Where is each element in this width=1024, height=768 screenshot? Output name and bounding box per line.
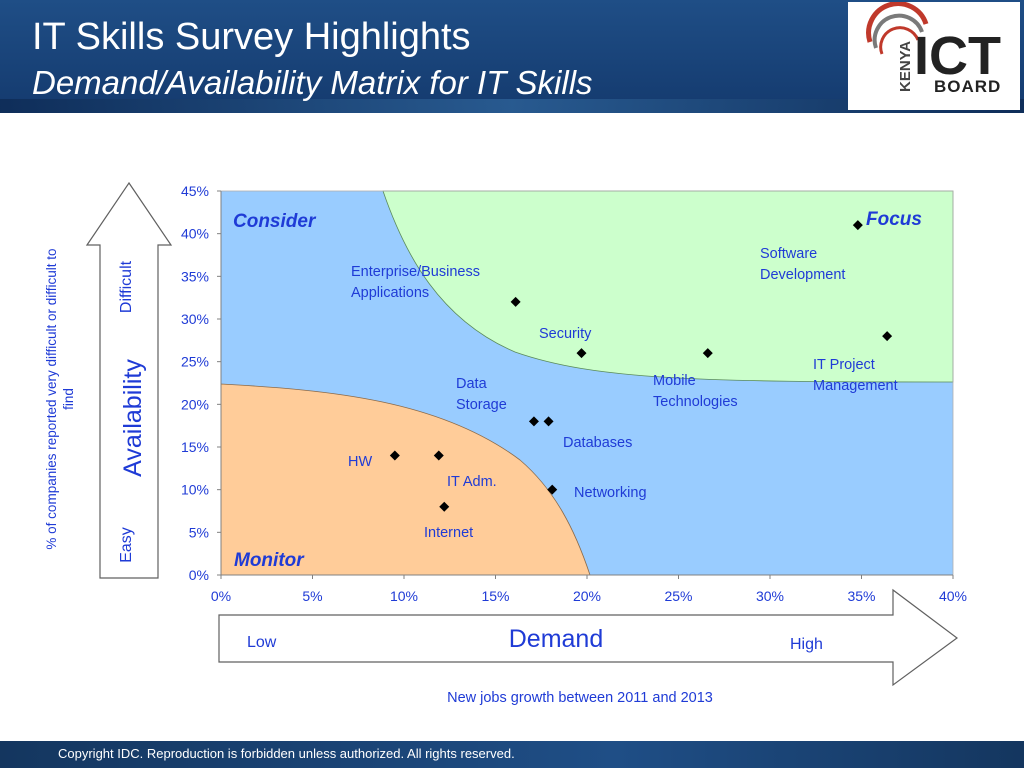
- point-label-software-development: Software Development: [760, 246, 845, 283]
- x-tick-label: 20%: [573, 588, 601, 604]
- ict-board-logo: KENYA ICT BOARD: [848, 1, 1020, 110]
- data-point-marker: [702, 348, 713, 359]
- point-label-mobile-technologies: Mobile Technologies: [653, 373, 738, 410]
- x-tick-label: 40%: [939, 588, 967, 604]
- label-line: Storage: [456, 397, 507, 413]
- point-labels: Software Development IT Project Manageme…: [348, 246, 898, 541]
- data-point-marker: [882, 331, 893, 342]
- availability-easy-label: Easy: [118, 527, 135, 563]
- logo-vertical-text: KENYA: [897, 41, 914, 92]
- region-label-consider: Consider: [233, 211, 317, 232]
- label-line: Applications: [351, 285, 429, 301]
- axis-ticks: 0% 5% 10% 15% 20% 25% 30% 35% 40% 45% 0% 5% 10% 15% 20…: [181, 183, 967, 604]
- logo-main-text: ICT: [914, 26, 1001, 86]
- slide-title: IT Skills Survey Highlights: [32, 16, 471, 58]
- data-point-marker: [510, 296, 521, 307]
- data-point-marker: [543, 416, 554, 427]
- data-point-marker: [852, 220, 863, 231]
- point-label-it-adm: IT Adm.: [447, 474, 497, 490]
- label-line: Mobile: [653, 373, 696, 389]
- label-line: Data: [456, 376, 488, 392]
- y-tick-label: 35%: [181, 268, 209, 284]
- label-line: Technologies: [653, 394, 738, 410]
- data-point-marker: [547, 484, 558, 495]
- y-tick-label: 15%: [181, 439, 209, 455]
- x-tick-label: 0%: [211, 588, 231, 604]
- y-axis-title: % of companies reported very difficult o…: [44, 248, 76, 550]
- focus-region: [382, 190, 954, 383]
- label-line: IT Project: [813, 357, 875, 373]
- data-point-marker: [439, 501, 450, 512]
- demand-arrow: Demand Low High: [218, 588, 959, 687]
- x-tick-label: 35%: [847, 588, 875, 604]
- region-label-monitor: Monitor: [234, 550, 305, 571]
- data-point-marker: [433, 450, 444, 461]
- x-tick-label: 25%: [664, 588, 692, 604]
- x-tick-label: 10%: [390, 588, 418, 604]
- label-line: Management: [813, 378, 898, 394]
- availability-arrow-label: Availability: [119, 359, 147, 477]
- point-label-databases: Databases: [563, 435, 632, 451]
- data-point-marker: [528, 416, 539, 427]
- demand-arrow-label: Demand: [509, 625, 604, 653]
- demand-low-label: Low: [247, 634, 277, 651]
- point-label-security: Security: [539, 326, 592, 342]
- availability-arrow-shape: [85, 181, 173, 579]
- y-tick-label: 25%: [181, 354, 209, 370]
- x-tick-label: 5%: [302, 588, 322, 604]
- y-tick-label: 30%: [181, 311, 209, 327]
- point-label-hw: HW: [348, 454, 372, 470]
- point-label-networking: Networking: [574, 485, 647, 501]
- point-label-internet: Internet: [424, 525, 473, 541]
- point-label-it-project-management: IT Project Management: [813, 357, 898, 394]
- data-point-marker: [576, 348, 587, 359]
- slide-footer: Copyright IDC. Reproduction is forbidden…: [0, 741, 1024, 768]
- header-band: [0, 99, 1024, 113]
- point-label-enterprise-business-applications: Enterprise/Business Applications: [351, 264, 484, 301]
- region-label-focus: Focus: [866, 209, 922, 230]
- availability-arrow: Availability Difficult Easy: [85, 181, 173, 579]
- label-line: Enterprise/Business: [351, 264, 480, 280]
- demand-high-label: High: [790, 636, 823, 653]
- logo-sub-text: BOARD: [934, 77, 1001, 96]
- availability-difficult-label: Difficult: [118, 260, 135, 313]
- y-tick-label: 0%: [189, 567, 209, 583]
- demand-arrow-shape: [218, 588, 959, 687]
- x-axis-title: New jobs growth between 2011 and 2013: [447, 690, 713, 706]
- y-tick-label: 45%: [181, 183, 209, 199]
- copyright-text: Copyright IDC. Reproduction is forbidden…: [58, 746, 515, 761]
- x-tick-label: 15%: [481, 588, 509, 604]
- monitor-region: [220, 383, 591, 576]
- slide-subtitle: Demand/Availability Matrix for IT Skills: [32, 64, 593, 101]
- label-line: Development: [760, 267, 845, 283]
- data-points: [389, 220, 893, 512]
- label-line: Software: [760, 246, 817, 262]
- y-tick-label: 10%: [181, 482, 209, 498]
- x-tick-label: 30%: [756, 588, 784, 604]
- data-point-marker: [389, 450, 400, 461]
- y-tick-label: 40%: [181, 226, 209, 242]
- y-tick-label: 20%: [181, 396, 209, 412]
- point-label-data-storage: Data Storage: [456, 376, 507, 413]
- y-tick-label: 5%: [189, 524, 209, 540]
- plot-area: [220, 190, 954, 576]
